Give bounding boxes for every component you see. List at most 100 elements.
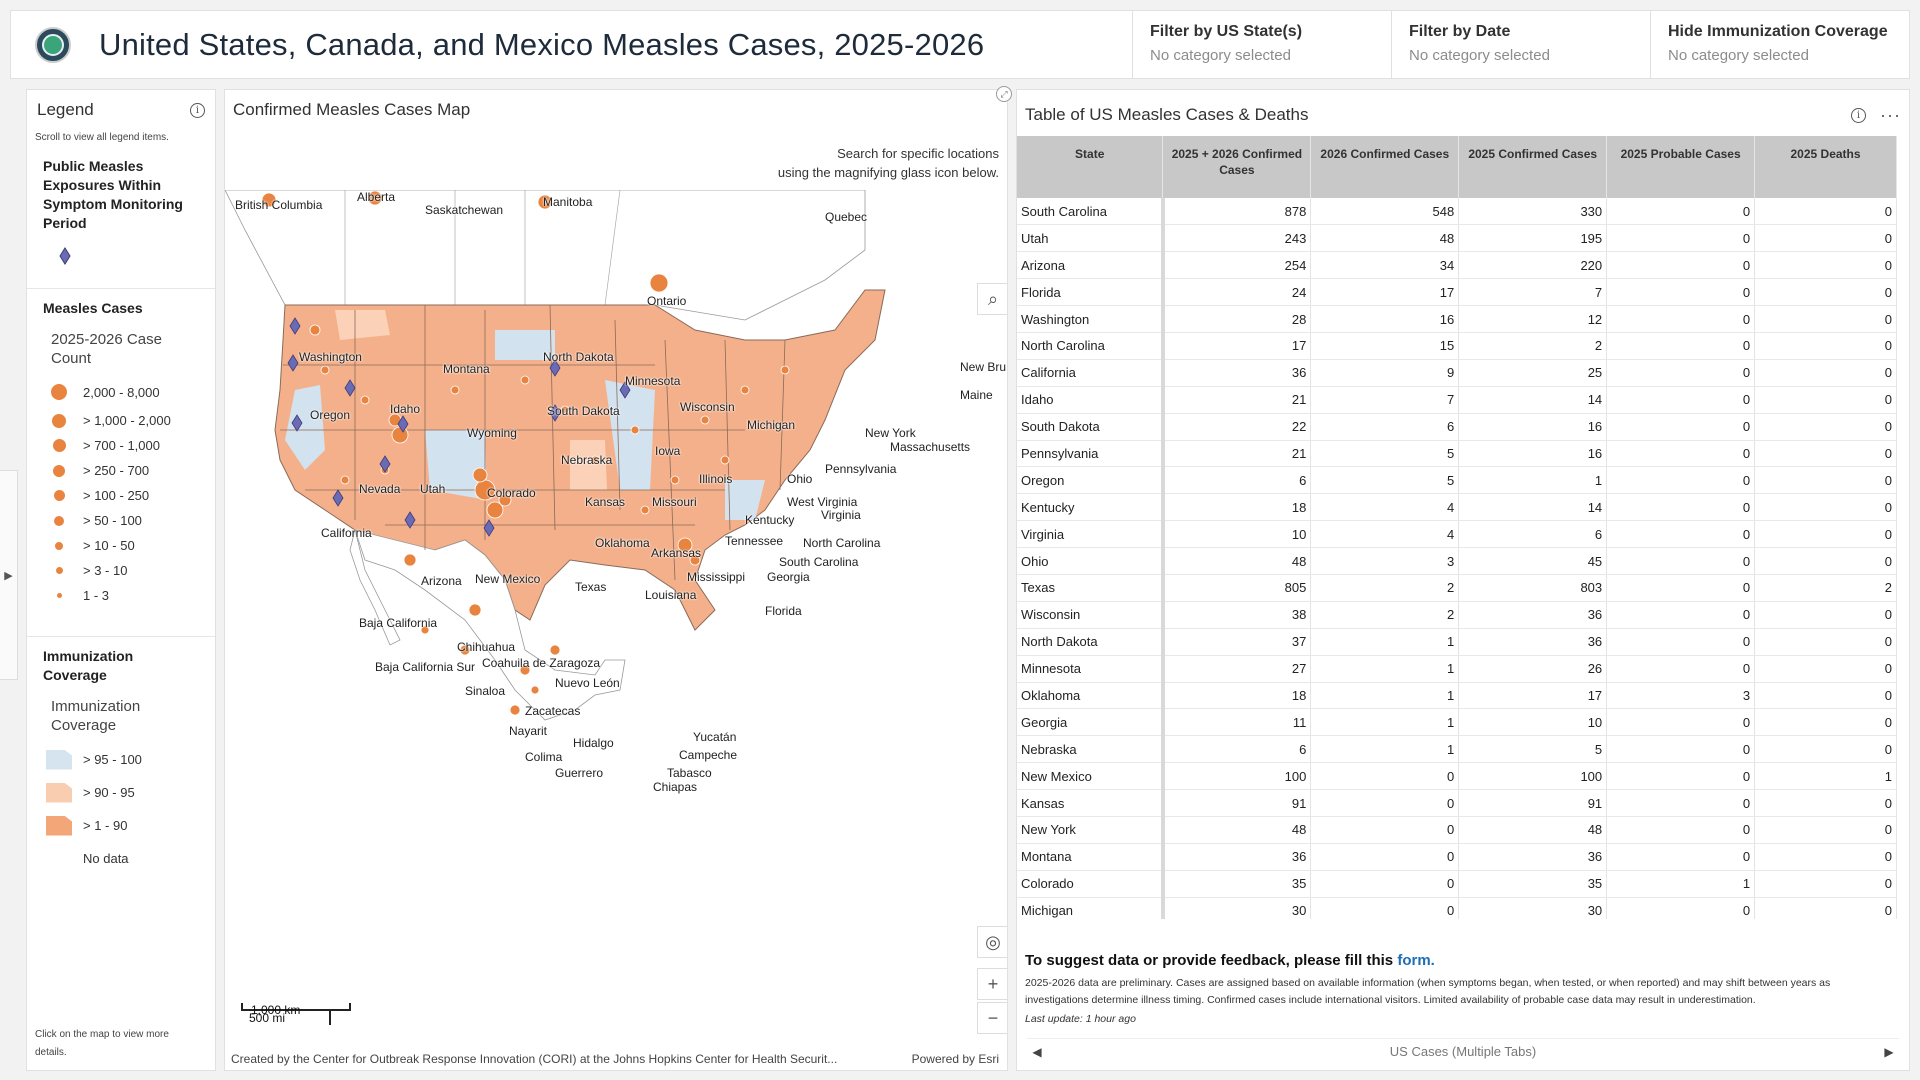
table-row[interactable]: Minnesota 27 1 26 0 0 — [1017, 655, 1897, 683]
legend-case-class: > 700 - 1,000 — [43, 433, 199, 458]
table-row[interactable]: Montana 36 0 36 0 0 — [1017, 843, 1897, 871]
table-row[interactable]: Georgia 11 1 10 0 0 — [1017, 708, 1897, 737]
state-cell: North Carolina — [1017, 332, 1165, 360]
table-row[interactable]: California 36 9 25 0 0 — [1017, 359, 1897, 387]
table-row[interactable]: South Dakota 22 6 16 0 0 — [1017, 413, 1897, 441]
value-cell: 91 — [1162, 789, 1312, 817]
column-header[interactable]: 2025 Deaths — [1754, 136, 1897, 198]
table-row[interactable]: New York 48 0 48 0 0 — [1017, 816, 1897, 844]
column-header[interactable]: State — [1017, 136, 1164, 198]
powered-by-esri[interactable]: Powered by Esri — [911, 1052, 999, 1066]
filter-immunization[interactable]: Hide Immunization Coverage No category s… — [1650, 11, 1909, 78]
legend-immunization-class: > 95 - 100 — [43, 743, 199, 776]
table-row[interactable]: Washington 28 16 12 0 0 — [1017, 305, 1897, 333]
table-row[interactable]: Pennsylvania 21 5 16 0 0 — [1017, 440, 1897, 468]
value-cell: 6 — [1458, 520, 1608, 549]
table-row[interactable]: Florida 24 17 7 0 0 — [1017, 278, 1897, 307]
more-options-icon[interactable]: ··· — [1880, 104, 1901, 125]
immunization-class-label: > 90 - 95 — [83, 785, 135, 800]
feedback-form-link[interactable]: form. — [1397, 952, 1435, 969]
cases-title: Measles Cases — [43, 300, 143, 316]
table-row[interactable]: Nebraska 6 1 5 0 0 — [1017, 735, 1897, 764]
table-scroll-area[interactable]: State 2025 + 2026 Confirmed Cases 2026 Con… — [1017, 136, 1911, 919]
value-cell: 0 — [1754, 547, 1897, 575]
zoom-in-button[interactable]: + — [977, 968, 1007, 1000]
map-canvas[interactable] — [225, 189, 1008, 930]
table-row[interactable]: Utah 243 48 195 0 0 — [1017, 224, 1897, 253]
filter-label: Filter by US State(s) — [1150, 23, 1303, 40]
value-cell: 0 — [1754, 843, 1897, 871]
table-row[interactable]: Idaho 21 7 14 0 0 — [1017, 386, 1897, 414]
map-panel[interactable]: Confirmed Measles Cases Map Search for s… — [224, 89, 1008, 1071]
value-cell: 0 — [1606, 413, 1756, 441]
pager-label[interactable]: US Cases (Multiple Tabs) — [1389, 1044, 1537, 1059]
header-title-area: United States, Canada, and Mexico Measle… — [11, 11, 1132, 78]
case-dot-icon — [55, 592, 63, 599]
filter-date[interactable]: Filter by Date No category selected — [1391, 11, 1650, 78]
map-hint: Search for specific locations using the … — [778, 144, 999, 182]
table-row[interactable]: Arizona 254 34 220 0 0 — [1017, 251, 1897, 280]
value-cell: 0 — [1754, 628, 1897, 656]
state-cell: Nebraska — [1017, 735, 1165, 764]
value-cell: 243 — [1162, 224, 1312, 253]
state-cell: New York — [1017, 816, 1165, 844]
value-cell: 1 — [1754, 762, 1897, 791]
search-button[interactable]: ⌕ — [977, 283, 1007, 315]
value-cell: 30 — [1162, 897, 1312, 919]
column-header[interactable]: 2025 Probable Cases — [1606, 136, 1756, 198]
map-place-label: North Carolina — [803, 536, 881, 550]
map-credit[interactable]: Created by the Center for Outbreak Respo… — [231, 1052, 838, 1066]
immunization-class-label: No data — [83, 851, 129, 866]
column-header[interactable]: 2025 + 2026 Confirmed Cases — [1162, 136, 1312, 198]
table-row[interactable]: Wisconsin 38 2 36 0 0 — [1017, 601, 1897, 629]
table-row[interactable]: South Carolina 878 548 330 0 0 — [1017, 198, 1897, 226]
feedback-title-text: To suggest data or provide feedback, ple… — [1025, 952, 1394, 969]
value-cell: 0 — [1606, 278, 1756, 307]
value-cell: 0 — [1606, 386, 1756, 414]
chevron-left-icon[interactable]: ◀ — [1032, 1044, 1042, 1059]
table-row[interactable]: Kentucky 18 4 14 0 0 — [1017, 493, 1897, 522]
column-header[interactable]: 2025 Confirmed Cases — [1458, 136, 1608, 198]
info-icon[interactable]: i — [1851, 107, 1867, 123]
table-row[interactable]: Virginia 10 4 6 0 0 — [1017, 520, 1897, 549]
value-cell: 0 — [1754, 305, 1897, 333]
table-row[interactable]: Colorado 35 0 35 1 0 — [1017, 870, 1897, 898]
table-row[interactable]: New Mexico 100 0 100 0 1 — [1017, 762, 1897, 791]
map-place-label: Minnesota — [625, 374, 681, 388]
value-cell: 21 — [1162, 440, 1312, 468]
table-row[interactable]: Kansas 91 0 91 0 0 — [1017, 789, 1897, 817]
locate-button[interactable]: ◎ — [977, 926, 1007, 958]
filter-us-states[interactable]: Filter by US State(s) No category select… — [1132, 11, 1391, 78]
value-cell: 7 — [1458, 278, 1608, 307]
state-cell: South Dakota — [1017, 413, 1165, 441]
map-svg[interactable] — [225, 189, 1008, 930]
table-row[interactable]: Michigan 30 0 30 0 0 — [1017, 897, 1897, 919]
value-cell: 12 — [1458, 305, 1608, 333]
value-cell: 0 — [1606, 332, 1756, 360]
value-cell: 1 — [1606, 870, 1756, 898]
table-row[interactable]: Ohio 48 3 45 0 0 — [1017, 547, 1897, 575]
map-place-label: Chihuahua — [457, 640, 516, 654]
chevron-right-icon[interactable]: ▶ — [1884, 1044, 1894, 1059]
table-row[interactable]: Oregon 6 5 1 0 0 — [1017, 466, 1897, 495]
table-row[interactable]: North Carolina 17 15 2 0 0 — [1017, 332, 1897, 360]
column-header[interactable]: 2026 Confirmed Cases — [1310, 136, 1460, 198]
value-cell: 0 — [1754, 682, 1897, 710]
info-icon[interactable]: i — [190, 102, 205, 118]
value-cell: 0 — [1754, 359, 1897, 387]
case-class-label: > 700 - 1,000 — [83, 438, 160, 453]
expand-icon[interactable]: ⤢ — [996, 86, 1012, 102]
sidebar-toggle-button[interactable]: ▶ — [0, 470, 18, 680]
table-row[interactable]: Texas 805 2 803 0 2 — [1017, 574, 1897, 602]
map-place-label: Nayarit — [509, 724, 548, 738]
legend-case-class: > 100 - 250 — [43, 483, 199, 508]
map-place-label: Nuevo León — [555, 676, 620, 690]
value-cell: 0 — [1754, 466, 1897, 495]
zoom-out-button[interactable]: − — [977, 1002, 1007, 1034]
value-cell: 3 — [1310, 547, 1460, 575]
table-row[interactable]: Oklahoma 18 1 17 3 0 — [1017, 682, 1897, 710]
table-row[interactable]: North Dakota 37 1 36 0 0 — [1017, 628, 1897, 656]
map-title: Confirmed Measles Cases Map — [233, 100, 471, 119]
value-cell: 16 — [1458, 440, 1608, 468]
map-place-label: Maine — [960, 388, 993, 402]
